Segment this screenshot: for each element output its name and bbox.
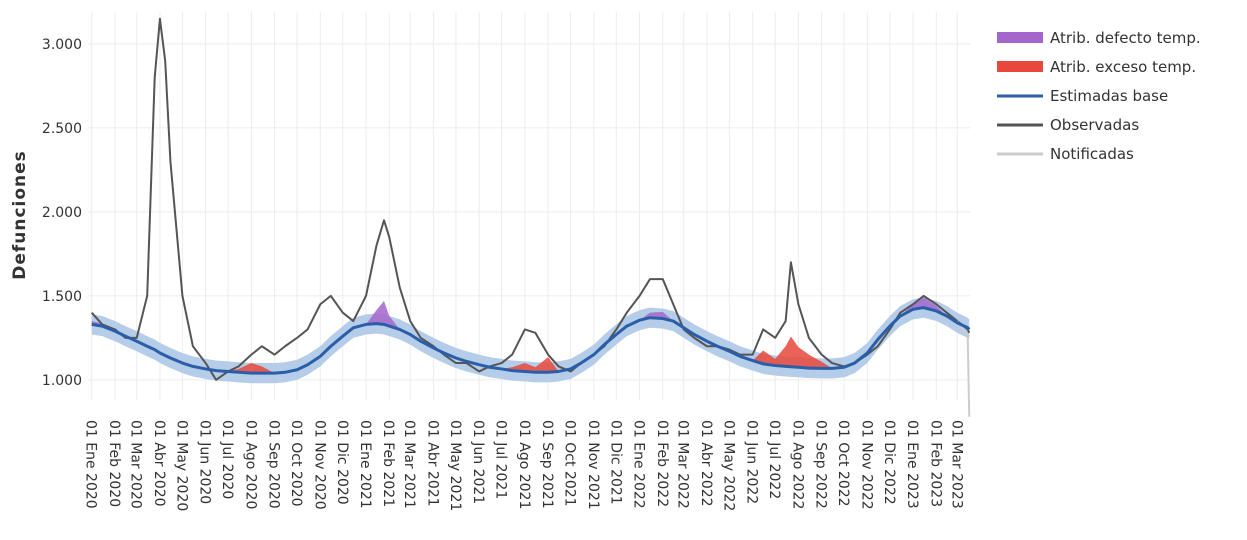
x-tick-label: 01 Sep 2020 [266,420,282,509]
base-line [91,306,971,375]
x-tick-label: 01 Dic 2021 [607,420,623,505]
x-tick-label: 01 Feb 2023 [927,420,943,507]
y-axis-title: Defunciones [10,150,30,280]
x-tick-label: 01 Jul 2021 [493,420,509,499]
x-tick-label: 01 Jun 2021 [470,420,486,504]
x-tick-label: 01 Feb 2021 [380,420,396,507]
y-tick-label: 1.000 [42,373,82,389]
x-tick-label: 01 Abr 2020 [151,420,167,507]
legend-swatch [997,32,1043,43]
x-tick-label: 01 Ene 2022 [631,420,647,509]
x-tick-label: 01 Mar 2023 [948,420,964,509]
legend-label: Notificadas [1050,145,1134,163]
x-tick-label: 01 Mar 2021 [401,420,417,509]
x-tick-label: 01 Jul 2020 [219,420,235,499]
legend-label: Atrib. defecto temp. [1050,29,1201,47]
y-tick-label: 2.000 [42,205,82,221]
x-tick-label: 01 Ago 2021 [516,420,532,509]
x-tick-label: 01 Feb 2022 [654,420,670,507]
x-tick-label: 01 Ene 2021 [357,420,373,509]
x-tick-label: 01 Mar 2020 [128,420,144,509]
x-tick-label: 01 Nov 2021 [585,420,601,510]
legend-swatch [997,61,1043,72]
legend-label: Estimadas base [1050,87,1168,105]
x-tick-label: 01 Jun 2022 [744,420,760,504]
x-tick-label: 01 Jul 2022 [766,420,782,499]
x-tick-label: 01 Ene 2023 [904,420,920,509]
x-tick-label: 01 Feb 2020 [106,420,122,507]
x-tick-label: 01 Dic 2020 [334,420,350,505]
x-tick-label: 01 Nov 2022 [858,420,874,510]
y-tick-label: 2.500 [42,121,82,137]
y-tick-label: 1.500 [42,289,82,305]
x-tick-label: 01 Sep 2021 [539,420,555,509]
x-tick-label: 01 Ago 2020 [242,420,258,509]
legend-label: Observadas [1050,116,1139,134]
x-tick-label: 01 May 2020 [173,420,189,511]
x-tick-label: 01 Nov 2020 [311,420,327,510]
x-tick-label: 01 Abr 2022 [698,420,714,507]
x-tick-label: 01 Ene 2020 [83,420,99,509]
x-tick-label: 01 Ago 2022 [789,420,805,509]
x-tick-label: 01 May 2021 [447,420,463,511]
x-tick-label: 01 Jun 2020 [197,420,213,504]
series-line [91,17,971,381]
legend-label: Atrib. exceso temp. [1050,58,1196,76]
y-tick-label: 3.000 [42,37,82,53]
x-tick-label: 01 Mar 2022 [675,420,691,509]
x-tick-label: 01 May 2022 [720,420,736,511]
x-tick-label: 01 Oct 2020 [288,420,304,507]
series-line [956,320,971,417]
x-tick-label: 01 Abr 2021 [424,420,440,507]
x-tick-label: 01 Oct 2022 [835,420,851,507]
x-tick-label: 01 Oct 2021 [562,420,578,507]
x-tick-label: 01 Dic 2022 [881,420,897,505]
x-tick-label: 01 Sep 2022 [813,420,829,509]
